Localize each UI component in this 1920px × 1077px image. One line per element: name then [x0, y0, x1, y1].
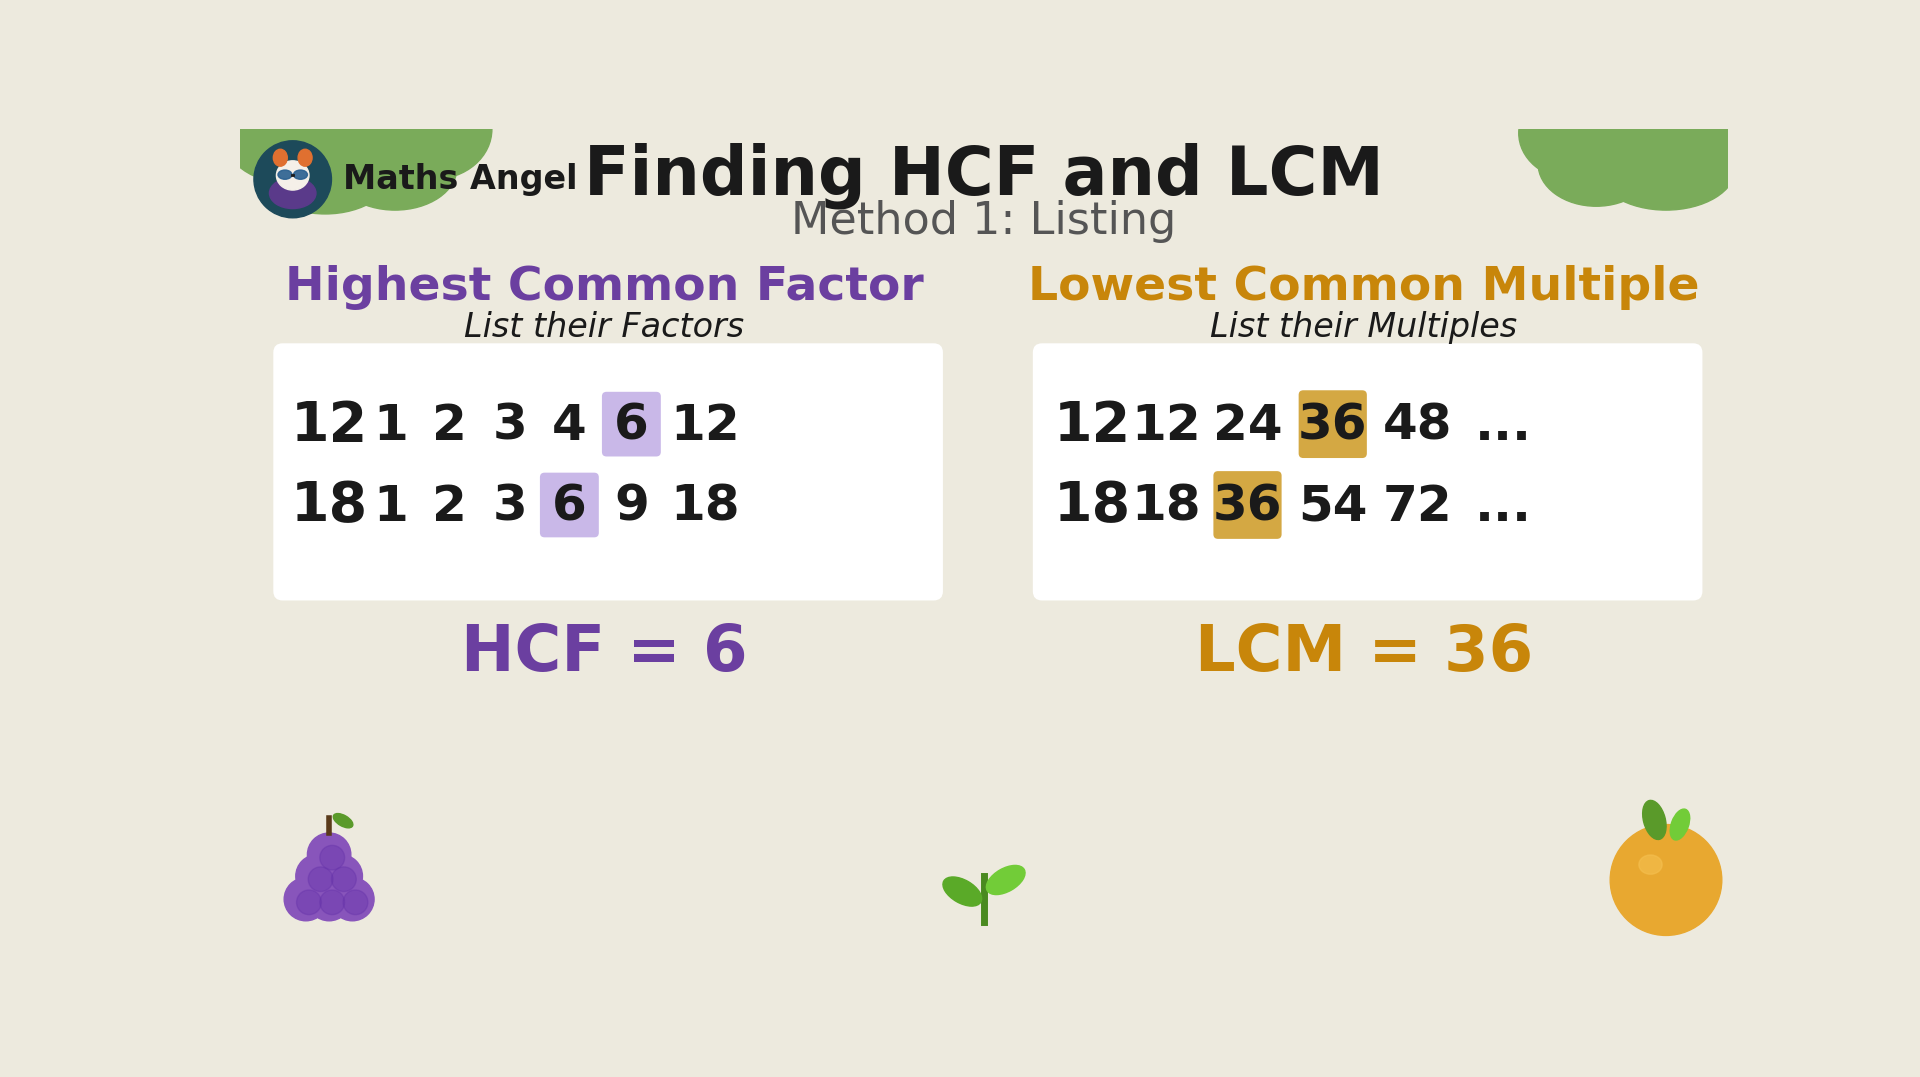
Ellipse shape [1519, 87, 1628, 179]
Text: 3: 3 [492, 402, 528, 450]
Ellipse shape [1596, 125, 1736, 210]
Text: 48: 48 [1382, 402, 1453, 450]
Ellipse shape [276, 160, 309, 190]
Text: 12: 12 [670, 402, 739, 450]
Ellipse shape [1569, 56, 1701, 171]
Text: Method 1: Listing: Method 1: Listing [791, 200, 1177, 243]
Text: 18: 18 [1054, 479, 1131, 533]
Ellipse shape [376, 80, 492, 179]
Text: 6: 6 [553, 482, 588, 531]
Text: ...: ... [1475, 482, 1532, 531]
Text: 6: 6 [614, 402, 649, 450]
Text: 4: 4 [553, 402, 588, 450]
Text: List their Factors: List their Factors [465, 311, 745, 345]
Ellipse shape [1644, 800, 1667, 839]
Circle shape [1611, 825, 1722, 936]
Text: 18: 18 [290, 479, 369, 533]
Text: 36: 36 [1213, 482, 1283, 531]
Circle shape [296, 854, 340, 898]
Circle shape [319, 854, 363, 898]
Ellipse shape [298, 56, 430, 171]
Text: Finding HCF and LCM: Finding HCF and LCM [584, 142, 1384, 209]
Circle shape [344, 890, 369, 914]
Circle shape [307, 833, 351, 877]
Text: 72: 72 [1382, 482, 1453, 531]
Circle shape [307, 878, 351, 921]
Circle shape [330, 878, 374, 921]
Circle shape [321, 890, 344, 914]
Ellipse shape [269, 178, 317, 209]
Circle shape [284, 878, 328, 921]
Text: 1: 1 [374, 482, 409, 531]
Text: 9: 9 [614, 482, 649, 531]
Text: 18: 18 [1131, 482, 1200, 531]
Ellipse shape [294, 170, 307, 179]
Text: 24: 24 [1213, 402, 1283, 450]
Text: 12: 12 [290, 398, 369, 452]
Circle shape [332, 867, 357, 892]
Ellipse shape [1640, 855, 1663, 875]
FancyBboxPatch shape [603, 392, 660, 457]
Text: 36: 36 [1298, 402, 1367, 450]
Text: 12: 12 [1054, 398, 1131, 452]
Circle shape [309, 867, 332, 892]
Text: LCM = 36: LCM = 36 [1194, 621, 1532, 684]
Text: Highest Common Factor: Highest Common Factor [284, 265, 924, 309]
FancyBboxPatch shape [1213, 471, 1283, 538]
Ellipse shape [1644, 60, 1782, 183]
Text: 18: 18 [670, 482, 739, 531]
Text: 1: 1 [374, 402, 409, 450]
Circle shape [296, 890, 321, 914]
Ellipse shape [278, 170, 292, 179]
Ellipse shape [334, 813, 353, 828]
FancyBboxPatch shape [273, 344, 943, 601]
Circle shape [321, 845, 344, 870]
Ellipse shape [1538, 122, 1655, 206]
FancyBboxPatch shape [1298, 390, 1367, 458]
Ellipse shape [1670, 809, 1690, 840]
Ellipse shape [273, 150, 288, 166]
FancyBboxPatch shape [1033, 344, 1703, 601]
Ellipse shape [255, 122, 396, 214]
Ellipse shape [943, 877, 981, 906]
Text: 12: 12 [1131, 402, 1202, 450]
Ellipse shape [217, 60, 357, 183]
Text: ...: ... [1475, 402, 1532, 450]
FancyBboxPatch shape [540, 473, 599, 537]
Text: 54: 54 [1298, 482, 1367, 531]
Text: List their Multiples: List their Multiples [1210, 311, 1517, 345]
Text: HCF = 6: HCF = 6 [461, 621, 747, 684]
Ellipse shape [987, 866, 1025, 895]
Text: 2: 2 [432, 402, 467, 450]
Text: 2: 2 [432, 482, 467, 531]
Text: Maths Angel: Maths Angel [344, 163, 578, 196]
Text: 3: 3 [492, 482, 528, 531]
Circle shape [253, 141, 332, 218]
Ellipse shape [332, 125, 457, 210]
Ellipse shape [298, 150, 313, 166]
Text: Lowest Common Multiple: Lowest Common Multiple [1027, 265, 1699, 309]
